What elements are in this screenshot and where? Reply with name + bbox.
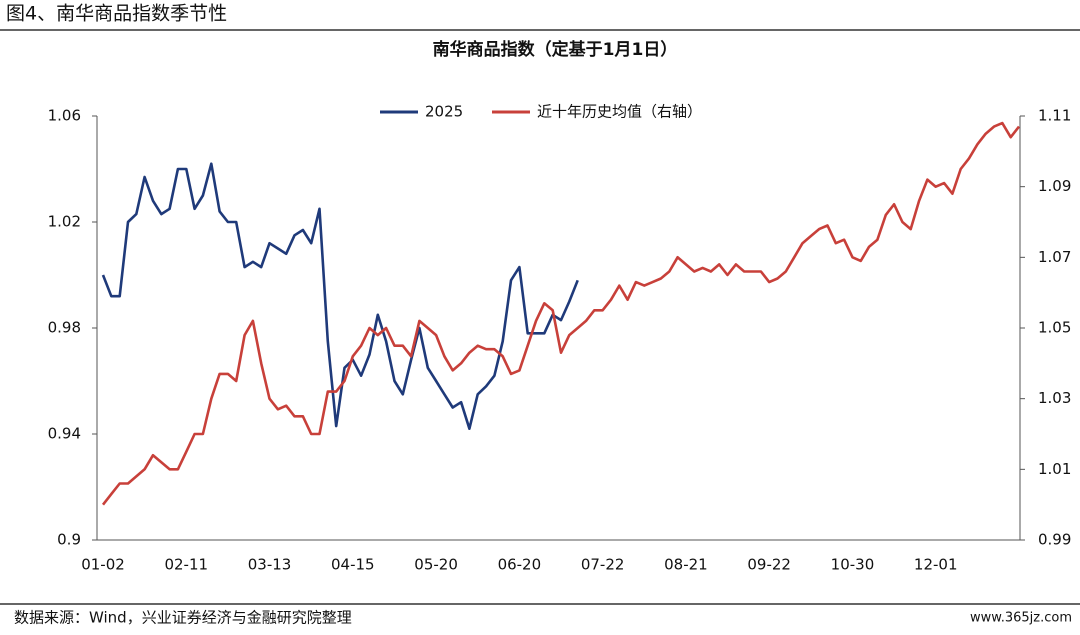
y-tick-label: 1.06 — [48, 107, 81, 125]
series-line — [101, 121, 1021, 506]
x-tick-label: 10-30 — [831, 556, 875, 574]
watermark: www.365jz.com — [970, 611, 1072, 626]
y2-tick-label: 1.11 — [1038, 107, 1071, 125]
x-tick-label: 01-02 — [81, 556, 125, 574]
y2-tick-label: 1.05 — [1038, 319, 1071, 337]
y2-tick-label: 1.07 — [1038, 248, 1071, 266]
x-tick-label: 05-20 — [414, 556, 458, 574]
figure-label: 图4、南华商品指数季节性 — [6, 3, 227, 25]
y-tick-label: 0.94 — [48, 425, 81, 443]
x-tick-label: 03-13 — [248, 556, 292, 574]
x-tick-label: 07-22 — [581, 556, 625, 574]
x-tick-label: 02-11 — [164, 556, 208, 574]
x-tick-label: 08-21 — [664, 556, 708, 574]
y2-tick-label: 1.01 — [1038, 460, 1071, 478]
y-tick-label: 0.9 — [57, 531, 81, 549]
x-tick-label: 04-15 — [331, 556, 375, 574]
legend-label: 近十年历史均值（右轴） — [537, 103, 702, 121]
x-tick-label: 09-22 — [747, 556, 791, 574]
y2-tick-label: 1.03 — [1038, 389, 1071, 407]
legend-label: 2025 — [425, 103, 463, 121]
y-tick-label: 0.98 — [48, 319, 81, 337]
y2-tick-label: 1.09 — [1038, 177, 1071, 195]
source-note: 数据来源：Wind，兴业证券经济与金融研究院整理 — [14, 609, 352, 627]
y2-tick-label: 0.99 — [1038, 531, 1071, 549]
x-tick-label: 06-20 — [498, 556, 542, 574]
x-tick-label: 12-01 — [914, 556, 958, 574]
y-tick-label: 1.02 — [48, 213, 81, 231]
chart-title: 南华商品指数（定基于1月1日） — [433, 39, 678, 60]
series-line — [101, 162, 579, 430]
